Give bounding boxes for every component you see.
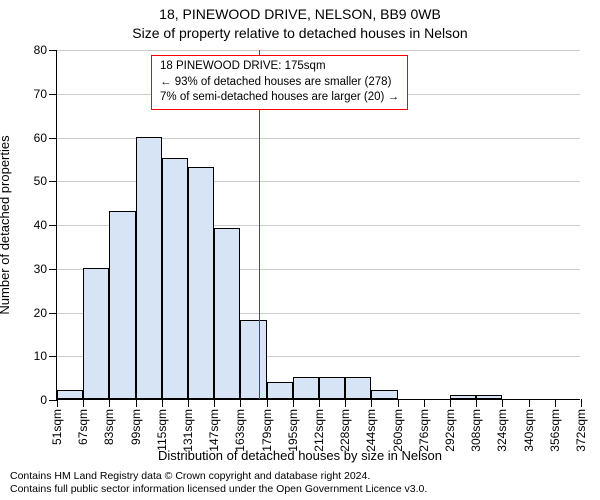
- x-tick: [214, 399, 215, 407]
- histogram-bar: [371, 390, 397, 399]
- x-tick: [162, 399, 163, 407]
- y-tick: [49, 269, 57, 270]
- info-box: 18 PINEWOOD DRIVE: 175sqm← 93% of detach…: [151, 55, 408, 110]
- x-tick: [83, 399, 84, 407]
- info-box-line: 18 PINEWOOD DRIVE: 175sqm: [160, 59, 399, 75]
- y-tick: [49, 50, 57, 51]
- y-tick-label: 50: [34, 174, 47, 188]
- chart-title-main: 18, PINEWOOD DRIVE, NELSON, BB9 0WB: [0, 6, 600, 22]
- y-tick: [49, 356, 57, 357]
- x-tick: [319, 399, 320, 407]
- x-tick: [555, 399, 556, 407]
- y-tick-label: 10: [34, 349, 47, 363]
- x-tick: [293, 399, 294, 407]
- y-tick-label: 20: [34, 306, 47, 320]
- histogram-bar: [476, 395, 502, 399]
- x-tick: [581, 399, 582, 407]
- x-tick-label: 51sqm: [50, 409, 64, 445]
- histogram-bar: [188, 167, 214, 399]
- x-tick-label: 260sqm: [391, 409, 405, 452]
- x-tick-label: 228sqm: [338, 409, 352, 452]
- y-tick-label: 0: [40, 393, 47, 407]
- x-tick-label: 195sqm: [286, 409, 300, 452]
- plot-area: 0102030405060708051sqm67sqm83sqm99sqm115…: [56, 50, 580, 400]
- x-tick-label: 179sqm: [260, 409, 274, 452]
- x-tick-label: 147sqm: [207, 409, 221, 452]
- x-tick: [529, 399, 530, 407]
- x-tick: [57, 399, 58, 407]
- x-tick: [476, 399, 477, 407]
- histogram-bar: [319, 377, 345, 399]
- attribution-line1: Contains HM Land Registry data © Crown c…: [10, 470, 427, 483]
- chart-title-sub: Size of property relative to detached ho…: [0, 25, 600, 41]
- y-tick: [49, 400, 57, 401]
- x-tick: [188, 399, 189, 407]
- histogram-bar: [109, 211, 135, 399]
- y-tick-label: 40: [34, 218, 47, 232]
- y-tick: [49, 94, 57, 95]
- info-box-line: 7% of semi-detached houses are larger (2…: [160, 90, 399, 106]
- y-tick-label: 80: [34, 43, 47, 57]
- histogram-bar: [83, 268, 109, 399]
- x-tick-label: 163sqm: [233, 409, 247, 452]
- x-tick: [109, 399, 110, 407]
- y-tick: [49, 313, 57, 314]
- x-tick-label: 67sqm: [76, 409, 90, 445]
- histogram-bar: [162, 158, 188, 399]
- x-tick: [502, 399, 503, 407]
- histogram-bar: [136, 137, 162, 400]
- histogram-bar: [267, 382, 293, 400]
- x-tick-label: 244sqm: [364, 409, 378, 452]
- histogram-bar: [450, 395, 476, 399]
- x-tick: [345, 399, 346, 407]
- info-box-line: ← 93% of detached houses are smaller (27…: [160, 75, 399, 91]
- x-tick: [424, 399, 425, 407]
- gridline: [57, 50, 580, 51]
- x-tick: [371, 399, 372, 407]
- x-tick-label: 131sqm: [181, 409, 195, 452]
- y-tick-label: 70: [34, 87, 47, 101]
- histogram-bar: [57, 390, 83, 399]
- x-tick-label: 292sqm: [443, 409, 457, 452]
- x-tick-label: 212sqm: [312, 409, 326, 452]
- x-tick-label: 324sqm: [495, 409, 509, 452]
- histogram-bar: [345, 377, 371, 399]
- x-tick-label: 276sqm: [417, 409, 431, 452]
- x-tick-label: 340sqm: [522, 409, 536, 452]
- x-tick: [136, 399, 137, 407]
- x-tick: [267, 399, 268, 407]
- y-tick: [49, 181, 57, 182]
- y-axis-label: Number of detached properties: [0, 135, 12, 314]
- x-tick-label: 99sqm: [129, 409, 143, 445]
- x-tick: [450, 399, 451, 407]
- x-tick-label: 115sqm: [155, 409, 169, 451]
- y-tick-label: 30: [34, 262, 47, 276]
- x-tick-label: 356sqm: [548, 409, 562, 452]
- x-tick: [240, 399, 241, 407]
- y-tick: [49, 138, 57, 139]
- x-tick-label: 308sqm: [469, 409, 483, 452]
- histogram-bar: [240, 320, 266, 399]
- y-tick: [49, 225, 57, 226]
- x-tick: [398, 399, 399, 407]
- x-tick-label: 83sqm: [102, 409, 116, 445]
- attribution-text: Contains HM Land Registry data © Crown c…: [10, 470, 427, 496]
- x-tick-label: 372sqm: [574, 409, 588, 452]
- histogram-bar: [293, 377, 319, 399]
- x-axis-label: Distribution of detached houses by size …: [0, 448, 600, 463]
- attribution-line2: Contains full public sector information …: [10, 483, 427, 496]
- y-tick-label: 60: [34, 131, 47, 145]
- histogram-bar: [214, 228, 240, 399]
